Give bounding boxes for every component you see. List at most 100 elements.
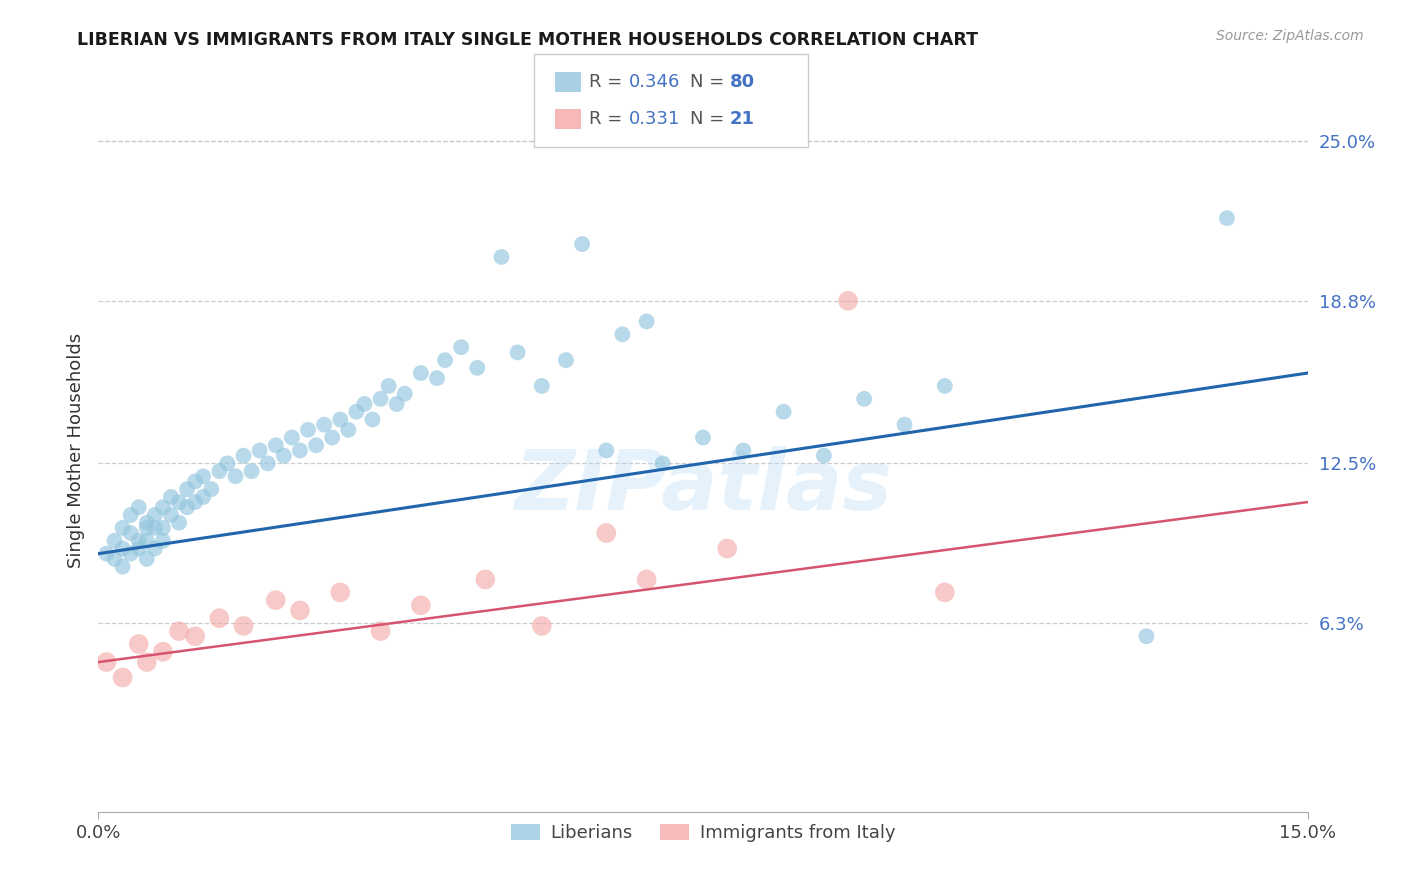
Point	[1135, 629, 1157, 643]
Point	[176, 500, 198, 515]
Point	[224, 469, 246, 483]
Point	[321, 431, 343, 445]
Point	[491, 250, 513, 264]
Point	[111, 559, 134, 574]
Point	[329, 585, 352, 599]
Point	[571, 237, 593, 252]
Point	[135, 521, 157, 535]
Point	[208, 464, 231, 478]
Point	[120, 547, 142, 561]
Point	[288, 443, 311, 458]
Point	[450, 340, 472, 354]
Point	[120, 508, 142, 522]
Point	[692, 431, 714, 445]
Text: R =: R =	[589, 73, 623, 91]
Point	[370, 392, 392, 406]
Point	[837, 293, 859, 308]
Point	[128, 637, 150, 651]
Point	[337, 423, 360, 437]
Point	[152, 645, 174, 659]
Text: N =: N =	[690, 73, 724, 91]
Point	[152, 521, 174, 535]
Point	[193, 490, 215, 504]
Point	[772, 405, 794, 419]
Point	[240, 464, 263, 478]
Point	[128, 541, 150, 556]
Point	[184, 495, 207, 509]
Point	[426, 371, 449, 385]
Legend: Liberians, Immigrants from Italy: Liberians, Immigrants from Italy	[503, 817, 903, 850]
Point	[377, 379, 399, 393]
Point	[96, 547, 118, 561]
Point	[96, 655, 118, 669]
Text: 0.346: 0.346	[628, 73, 681, 91]
Point	[143, 521, 166, 535]
Point	[934, 585, 956, 599]
Point	[893, 417, 915, 432]
Point	[474, 573, 496, 587]
Point	[636, 314, 658, 328]
Point	[934, 379, 956, 393]
Point	[385, 397, 408, 411]
Point	[135, 533, 157, 548]
Point	[103, 551, 125, 566]
Point	[143, 541, 166, 556]
Point	[281, 431, 304, 445]
Text: 0.331: 0.331	[628, 110, 681, 128]
Point	[329, 412, 352, 426]
Point	[208, 611, 231, 625]
Point	[612, 327, 634, 342]
Point	[555, 353, 578, 368]
Point	[297, 423, 319, 437]
Point	[167, 516, 190, 530]
Point	[314, 417, 336, 432]
Point	[111, 521, 134, 535]
Point	[716, 541, 738, 556]
Point	[249, 443, 271, 458]
Point	[152, 500, 174, 515]
Point	[232, 619, 254, 633]
Point	[264, 438, 287, 452]
Point	[264, 593, 287, 607]
Point	[167, 624, 190, 639]
Point	[370, 624, 392, 639]
Point	[361, 412, 384, 426]
Point	[128, 533, 150, 548]
Point	[434, 353, 457, 368]
Point	[344, 405, 367, 419]
Point	[111, 541, 134, 556]
Point	[152, 533, 174, 548]
Point	[353, 397, 375, 411]
Point	[305, 438, 328, 452]
Point	[200, 482, 222, 496]
Point	[595, 443, 617, 458]
Point	[530, 379, 553, 393]
Text: LIBERIAN VS IMMIGRANTS FROM ITALY SINGLE MOTHER HOUSEHOLDS CORRELATION CHART: LIBERIAN VS IMMIGRANTS FROM ITALY SINGLE…	[77, 31, 979, 49]
Y-axis label: Single Mother Households: Single Mother Households	[66, 333, 84, 568]
Text: R =: R =	[589, 110, 623, 128]
Point	[135, 551, 157, 566]
Point	[184, 629, 207, 643]
Point	[184, 475, 207, 489]
Point	[232, 449, 254, 463]
Point	[465, 360, 488, 375]
Text: 21: 21	[730, 110, 755, 128]
Point	[120, 526, 142, 541]
Text: ZIPatlas: ZIPatlas	[515, 446, 891, 527]
Point	[128, 500, 150, 515]
Point	[636, 573, 658, 587]
Point	[733, 443, 755, 458]
Text: N =: N =	[690, 110, 724, 128]
Point	[595, 526, 617, 541]
Point	[853, 392, 876, 406]
Point	[530, 619, 553, 633]
Point	[1216, 211, 1239, 226]
Point	[813, 449, 835, 463]
Text: Source: ZipAtlas.com: Source: ZipAtlas.com	[1216, 29, 1364, 43]
Point	[176, 482, 198, 496]
Point	[160, 490, 183, 504]
Point	[256, 456, 278, 470]
Point	[193, 469, 215, 483]
Point	[135, 655, 157, 669]
Point	[160, 508, 183, 522]
